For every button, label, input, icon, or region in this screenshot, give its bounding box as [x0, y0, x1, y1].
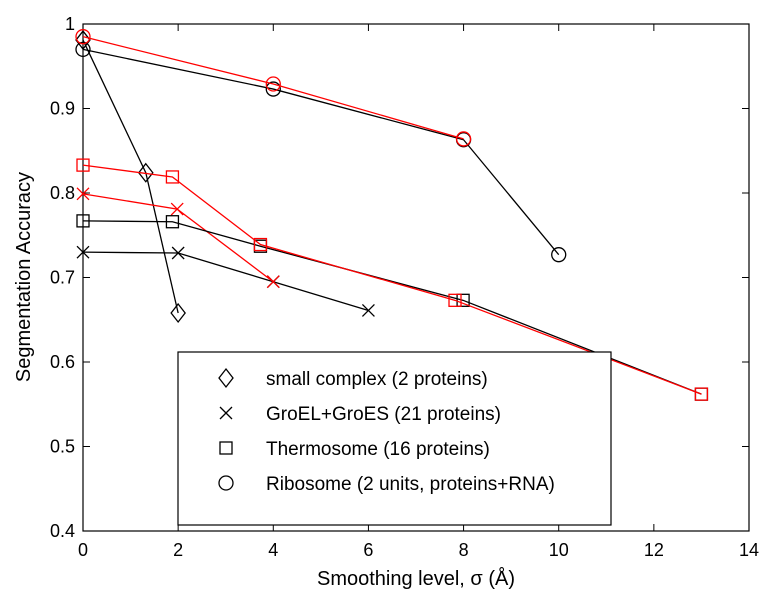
series-6	[75, 29, 472, 147]
x-tick-label: 0	[78, 540, 88, 560]
x-tick-label: 8	[459, 540, 469, 560]
data-point-circle	[75, 41, 91, 57]
data-point-circle	[265, 81, 281, 97]
data-point-square	[76, 158, 90, 172]
data-point-square	[253, 237, 268, 252]
axis-ticks: 0 2 4 6 8 10 12 14 0.4 0.5 0.6 0.7 0.8 0.9 1	[50, 14, 759, 560]
y-tick-label: 0.7	[50, 268, 75, 288]
series-0	[75, 29, 186, 324]
y-tick-label: 0.8	[50, 183, 75, 203]
series-line	[82, 164, 702, 395]
series-line	[82, 220, 702, 395]
data-point-circle	[75, 29, 91, 45]
data-point-circle	[265, 76, 281, 92]
x-tick-label: 14	[739, 540, 759, 560]
legend-label: Ribosome (2 units, proteins+RNA)	[266, 474, 555, 495]
legend-box	[177, 351, 612, 526]
legend-label: GroEL+GroES (21 proteins)	[266, 404, 501, 425]
data-point-diamond	[137, 162, 154, 183]
y-tick-label: 0.4	[50, 521, 75, 541]
legend-marker-square	[219, 441, 233, 455]
x-tick-label: 4	[268, 540, 278, 560]
data-point-circle	[455, 131, 472, 147]
series-line	[82, 48, 560, 256]
data-point-square	[76, 214, 90, 228]
x-tick-label: 12	[644, 540, 664, 560]
legend-marker-circle	[218, 475, 234, 491]
y-tick-label: 0.9	[50, 99, 75, 119]
data-point-diamond	[170, 302, 186, 324]
series-line	[82, 36, 464, 140]
data-point-diamond	[75, 29, 91, 51]
data-point-x	[171, 246, 185, 260]
data-point-square	[448, 293, 462, 307]
y-axis-label: Segmentation Accuracy	[13, 172, 35, 382]
series-line	[82, 39, 179, 314]
series-group	[75, 29, 709, 401]
series-4	[76, 158, 709, 401]
data-point-square	[165, 170, 180, 184]
data-point-x	[76, 187, 90, 201]
x-tick-label: 2	[173, 540, 183, 560]
data-point-x	[361, 303, 375, 317]
x-tick-label: 6	[363, 540, 373, 560]
legend: small complex (2 proteins) GroEL+GroES (2…	[177, 351, 612, 526]
data-point-square	[165, 215, 180, 229]
legend-label: small complex (2 proteins)	[266, 369, 488, 390]
legend-marker-diamond	[218, 367, 234, 389]
data-point-x	[170, 202, 184, 216]
x-axis-label: Smoothing level, σ (Å)	[317, 567, 515, 590]
series-2	[76, 187, 280, 289]
data-point-x	[76, 245, 90, 259]
x-tick-label: 10	[549, 540, 569, 560]
y-tick-label: 0.5	[50, 437, 75, 457]
data-point-square	[456, 293, 470, 307]
data-point-circle	[551, 247, 567, 263]
legend-label: Thermosome (16 proteins)	[266, 439, 490, 460]
series-line	[82, 251, 369, 312]
legend-marker-x	[219, 406, 233, 420]
y-tick-label: 0.6	[50, 352, 75, 372]
data-point-x	[266, 275, 280, 289]
y-tick-label: 1	[65, 14, 75, 34]
data-point-square	[694, 387, 709, 401]
